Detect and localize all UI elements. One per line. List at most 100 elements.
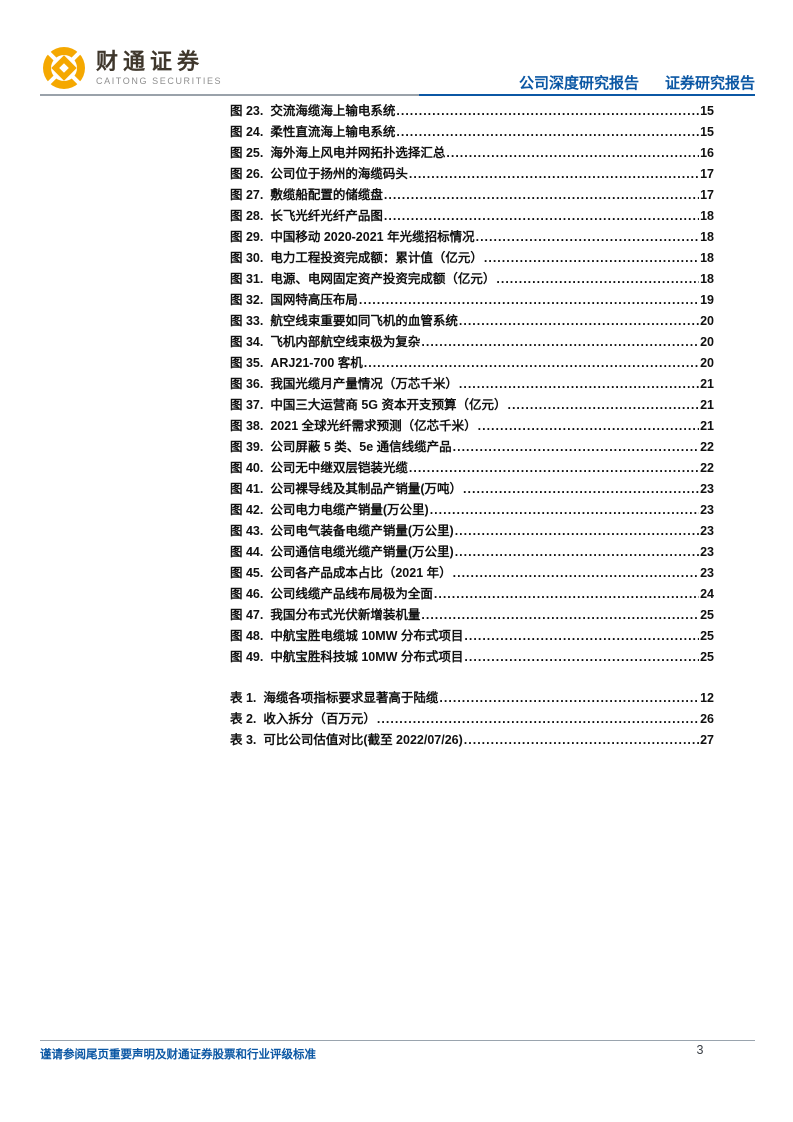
toc-entry-title: ARJ21-700 客机: [270, 356, 363, 370]
toc-entry-label: 图 42.: [230, 503, 264, 517]
header-divider: [40, 94, 755, 96]
dot-leader: [439, 691, 699, 705]
toc-entry-label: 表 2.: [230, 712, 257, 726]
toc-entry-page: 15: [700, 104, 714, 118]
toc-entry-page: 26: [700, 712, 714, 726]
toc-entry-label: 图 25.: [230, 146, 264, 160]
toc-entry-label: 图 48.: [230, 629, 264, 643]
toc-entry-page: 25: [700, 629, 714, 643]
toc-entry-page: 18: [700, 272, 714, 286]
toc-table-entry[interactable]: 表 1. 海缆各项指标要求显著高于陆缆 12: [230, 687, 714, 708]
toc-table-entry[interactable]: 表 3. 可比公司估值对比(截至 2022/07/26) 27: [230, 729, 714, 750]
caitong-coin-logo-icon: [43, 47, 85, 89]
toc-figure-entry[interactable]: 图 36. 我国光缆月产量情况（万芯千米） 21: [230, 373, 714, 394]
toc-figure-entry[interactable]: 图 39. 公司屏蔽 5 类、5e 通信线缆产品 22: [230, 436, 714, 457]
toc-entry-title: 海缆各项指标要求显著高于陆缆: [263, 691, 439, 705]
toc-entry-page: 21: [700, 377, 714, 391]
dot-leader: [463, 482, 699, 496]
toc-figure-entry[interactable]: 图 29. 中国移动 2020-2021 年光缆招标情况 18: [230, 226, 714, 247]
toc-entry-label: 表 1.: [230, 691, 257, 705]
dot-leader: [446, 146, 699, 160]
toc-entry-page: 17: [700, 167, 714, 181]
toc-entry-title: 公司通信电缆光缆产销量(万公里): [270, 545, 454, 559]
toc-figure-entry[interactable]: 图 23. 交流海缆海上输电系统 15: [230, 100, 714, 121]
toc-entry-title: 可比公司估值对比(截至 2022/07/26): [263, 733, 463, 747]
toc-entry-title: 收入拆分（百万元）: [263, 712, 376, 726]
logo-text-en: CAITONG SECURITIES: [96, 76, 223, 87]
toc-entry-title: 公司电力电缆产销量(万公里): [270, 503, 429, 517]
toc-figure-entry[interactable]: 图 31. 电源、电网固定资产投资完成额（亿元） 18: [230, 268, 714, 289]
dot-leader: [476, 230, 700, 244]
report-type-label: 公司深度研究报告: [518, 75, 639, 92]
toc-entry-title: 柔性直流海上输电系统: [270, 125, 396, 139]
toc-entry-title: 飞机内部航空线束极为复杂: [270, 335, 421, 349]
toc-figure-entry[interactable]: 图 28. 长飞光纤光纤产品图 18: [230, 205, 714, 226]
toc-figure-entry[interactable]: 图 32. 国网特高压布局 19: [230, 289, 714, 310]
toc-figure-entry[interactable]: 图 44. 公司通信电缆光缆产销量(万公里) 23: [230, 541, 714, 562]
toc-entry-page: 21: [700, 419, 714, 433]
toc-figure-entry[interactable]: 图 40. 公司无中继双层铠装光缆 22: [230, 457, 714, 478]
toc-entry-page: 22: [700, 440, 714, 454]
toc-entry-page: 23: [700, 524, 714, 538]
toc-figure-entry[interactable]: 图 30. 电力工程投资完成额：累计值（亿元） 18: [230, 247, 714, 268]
toc-figure-entry[interactable]: 图 25. 海外海上风电并网拓扑选择汇总 16: [230, 142, 714, 163]
toc-figure-entry[interactable]: 图 35. ARJ21-700 客机 20: [230, 352, 714, 373]
dot-leader: [455, 545, 699, 559]
toc-figure-entry[interactable]: 图 47. 我国分布式光伏新增装机量 25: [230, 604, 714, 625]
dot-leader: [453, 440, 699, 454]
toc-figure-entry[interactable]: 图 33. 航空线束重要如同飞机的血管系统 20: [230, 310, 714, 331]
toc-figure-entry[interactable]: 图 26. 公司位于扬州的海缆码头 17: [230, 163, 714, 184]
toc-figure-entry[interactable]: 图 48. 中航宝胜电缆城 10MW 分布式项目 25: [230, 625, 714, 646]
toc-entry-label: 图 32.: [230, 293, 264, 307]
dot-leader: [384, 188, 699, 202]
footer-divider: [40, 1040, 755, 1041]
dot-leader: [478, 419, 699, 433]
report-category-label: 证券研究报告: [664, 75, 755, 92]
toc-entry-label: 图 38.: [230, 419, 264, 433]
toc-entry-label: 图 27.: [230, 188, 264, 202]
toc-entry-page: 25: [700, 608, 714, 622]
toc-figure-entry[interactable]: 图 46. 公司线缆产品线布局极为全面 24: [230, 583, 714, 604]
toc-entry-title: 中国三大运营商 5G 资本开支预算（亿元）: [270, 398, 507, 412]
dot-leader: [396, 104, 699, 118]
dot-leader: [364, 356, 699, 370]
toc-entry-title: 我国光缆月产量情况（万芯千米）: [270, 377, 458, 391]
toc-entry-page: 12: [700, 691, 714, 705]
toc-entry-page: 18: [700, 251, 714, 265]
toc-entry-title: 公司位于扬州的海缆码头: [270, 167, 408, 181]
footer-disclaimer: 谨请参阅尾页重要声明及财通证券股票和行业评级标准: [40, 1049, 316, 1061]
toc-figure-entry[interactable]: 图 42. 公司电力电缆产销量(万公里) 23: [230, 499, 714, 520]
toc-table-entry[interactable]: 表 2. 收入拆分（百万元） 26: [230, 708, 714, 729]
toc-entry-title: 公司各产品成本占比（2021 年）: [270, 566, 452, 580]
dot-leader: [421, 335, 699, 349]
toc-figure-entry[interactable]: 图 38. 2021 全球光纤需求预测（亿芯千米） 21: [230, 415, 714, 436]
toc-entry-label: 图 45.: [230, 566, 264, 580]
toc-figure-entry[interactable]: 图 49. 中航宝胜科技城 10MW 分布式项目 25: [230, 646, 714, 667]
toc-entry-title: 公司电气装备电缆产销量(万公里): [270, 524, 454, 538]
dot-leader: [507, 398, 699, 412]
toc-entry-page: 20: [700, 356, 714, 370]
toc-entry-page: 20: [700, 314, 714, 328]
toc-entry-title: 中航宝胜科技城 10MW 分布式项目: [270, 650, 464, 664]
toc-entry-page: 21: [700, 398, 714, 412]
dot-leader: [396, 125, 699, 139]
toc-figure-entry[interactable]: 图 41. 公司裸导线及其制品产销量(万吨） 23: [230, 478, 714, 499]
toc-table-list: 表 1. 海缆各项指标要求显著高于陆缆 12 表 2. 收入拆分（百万元） 26…: [230, 687, 714, 750]
toc-figure-entry[interactable]: 图 34. 飞机内部航空线束极为复杂 20: [230, 331, 714, 352]
toc-entry-page: 23: [700, 566, 714, 580]
toc-entry-page: 16: [700, 146, 714, 160]
toc-entry-page: 17: [700, 188, 714, 202]
toc-figure-entry[interactable]: 图 37. 中国三大运营商 5G 资本开支预算（亿元） 21: [230, 394, 714, 415]
toc-figure-entry[interactable]: 图 43. 公司电气装备电缆产销量(万公里) 23: [230, 520, 714, 541]
toc-figure-entry[interactable]: 图 24. 柔性直流海上输电系统 15: [230, 121, 714, 142]
toc-entry-label: 图 49.: [230, 650, 264, 664]
toc-figure-entry[interactable]: 图 45. 公司各产品成本占比（2021 年） 23: [230, 562, 714, 583]
toc-entry-title: 航空线束重要如同飞机的血管系统: [270, 314, 458, 328]
toc-entry-page: 24: [700, 587, 714, 601]
toc-entry-page: 27: [700, 733, 714, 747]
toc-figure-entry[interactable]: 图 27. 敷缆船配置的储缆盘 17: [230, 184, 714, 205]
dot-leader: [384, 209, 699, 223]
toc-entry-page: 19: [700, 293, 714, 307]
toc-entry-title: 长飞光纤光纤产品图: [270, 209, 383, 223]
